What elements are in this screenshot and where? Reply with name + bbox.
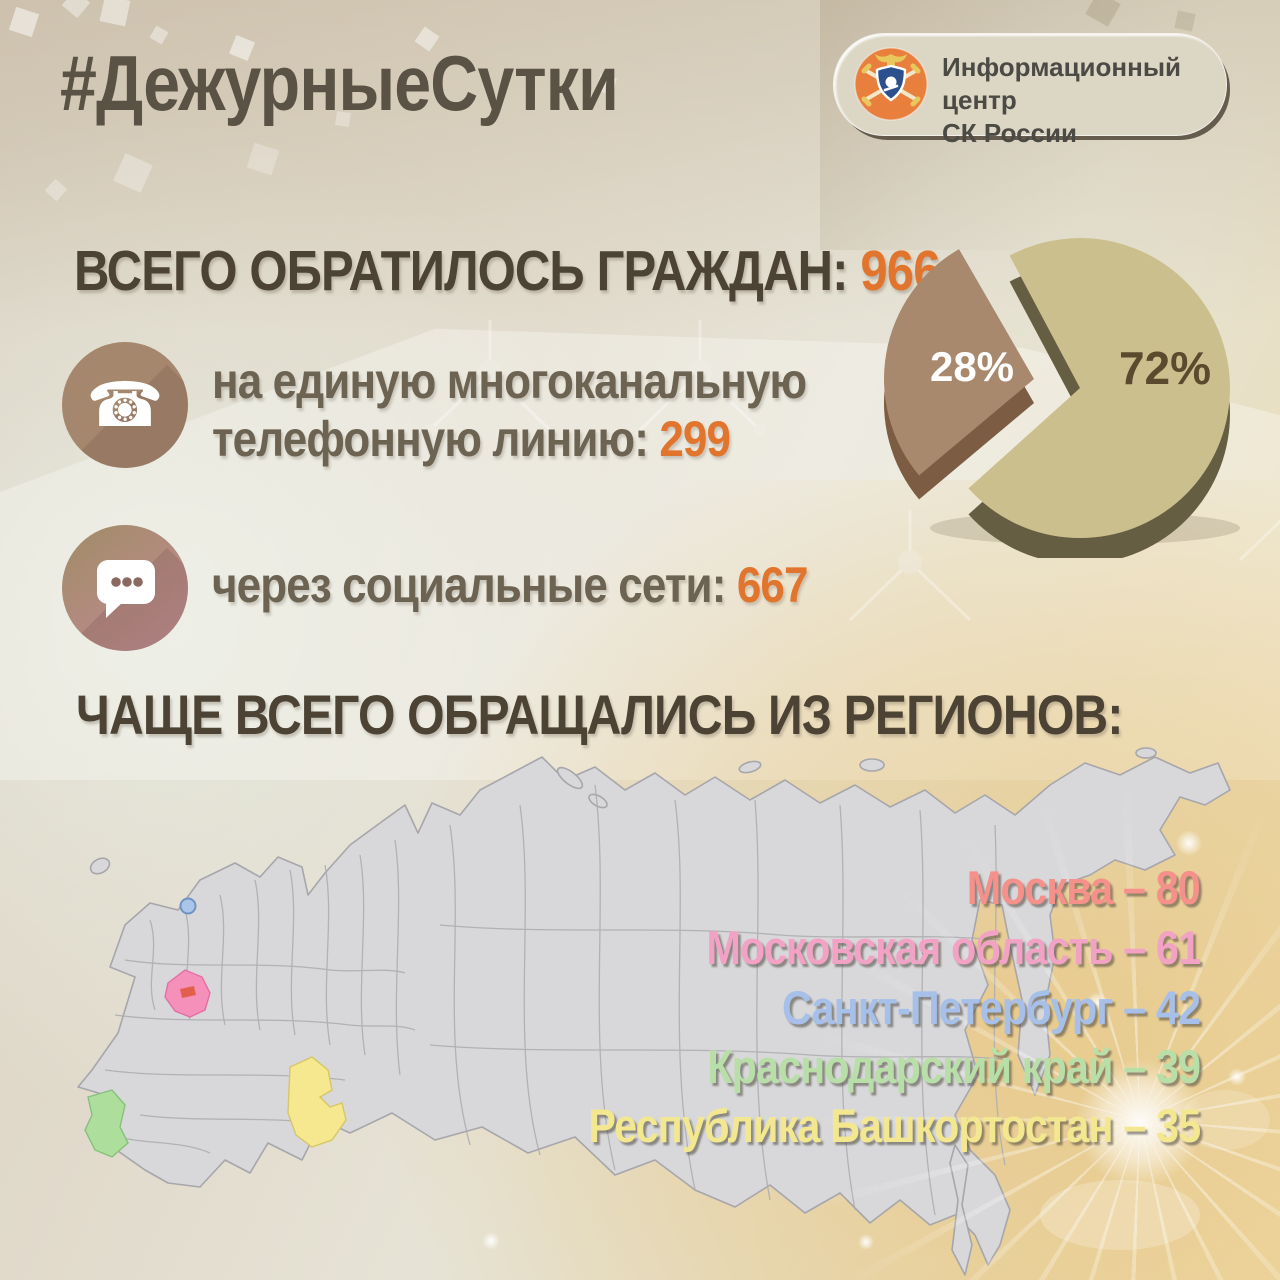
- regions-heading: ЧАЩЕ ВСЕГО ОБРАЩАЛИСЬ ИЗ РЕГИОНОВ:: [76, 683, 1123, 746]
- pie-large-slice-label: 72%: [1119, 342, 1211, 394]
- total-citizens-heading: ВСЕГО ОБРАТИЛОСЬ ГРАЖДАН: 966: [74, 238, 940, 304]
- region-row-krasnodar: Краснодарский край – 39: [707, 1040, 1201, 1093]
- map-region-krasnodar: [84, 1089, 129, 1158]
- channels-pie-chart: 28% 72%: [884, 238, 1240, 558]
- pie-small-slice-label: 28%: [930, 343, 1014, 390]
- region-row-spb: Санкт-Петербург – 42: [781, 981, 1201, 1034]
- page-title: #ДежурныеСутки: [60, 39, 619, 127]
- phone-label-line2: телефонную линию:: [212, 411, 649, 467]
- social-label: через социальные сети:: [212, 557, 726, 613]
- social-value: 667: [736, 557, 809, 613]
- map-region-spb: [179, 897, 197, 915]
- region-row-moscow-oblast: Московская область – 61: [706, 921, 1201, 974]
- phone-channel-badge: ☎: [62, 342, 188, 468]
- glow-dot: [482, 1232, 500, 1250]
- sk-russia-emblem-icon: [854, 47, 928, 121]
- phone-label-line1: на единую многоканальную: [212, 353, 807, 409]
- org-badge: Информационный центр СК России: [833, 33, 1227, 148]
- total-citizens-label: ВСЕГО ОБРАТИЛОСЬ ГРАЖДАН:: [74, 239, 848, 303]
- social-channel-text: через социальные сети: 667: [212, 556, 809, 614]
- social-channel-badge: [62, 525, 188, 651]
- deco-blob: [1180, 1090, 1270, 1150]
- chat-icon: [97, 560, 155, 618]
- org-name-line2: СК России: [942, 118, 1077, 148]
- glow-dot: [1086, 992, 1108, 1014]
- org-name-line1: Информационный центр: [942, 52, 1182, 115]
- phone-channel-text: на единую многоканальную телефонную лини…: [212, 352, 807, 468]
- map-region-bashkortostan: [287, 1056, 347, 1148]
- map-region-moscow: [180, 986, 196, 998]
- region-row-bashkortostan: Республика Башкортостан – 35: [588, 1099, 1201, 1152]
- glow-dot: [1228, 1068, 1246, 1086]
- deco-blob: [1040, 1180, 1200, 1250]
- region-row-moscow: Москва – 80: [966, 861, 1201, 914]
- russia-map: [77, 747, 1231, 1276]
- network-pattern: [0, 0, 1280, 760]
- light-glow: [1075, 1058, 1205, 1188]
- phone-value: 299: [659, 411, 731, 467]
- glow-dot: [1176, 830, 1202, 856]
- glow-dot: [858, 1234, 874, 1250]
- phone-icon: ☎: [86, 368, 164, 441]
